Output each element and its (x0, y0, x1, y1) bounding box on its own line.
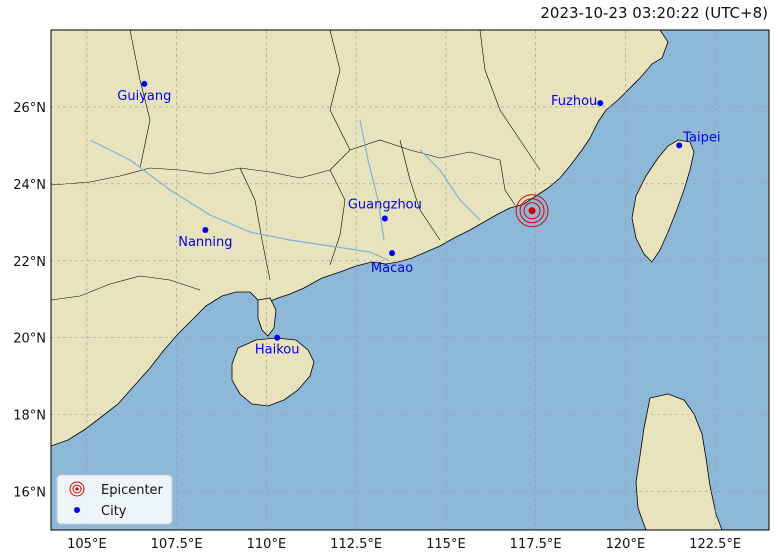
lon-tick-label: 122.5°E (689, 537, 741, 552)
city-label-nanning: Nanning (178, 235, 232, 250)
lat-tick-label: 26°N (13, 101, 46, 116)
lon-tick-label: 120°E (606, 537, 646, 552)
taiwan-island (631, 139, 695, 263)
city-dot-guiyang (141, 80, 148, 87)
latitude-tick-labels: 16°N 18°N 20°N 22°N 24°N 26°N (13, 101, 46, 501)
lon-tick-label: 115°E (426, 537, 466, 552)
city-dot-icon (74, 507, 80, 513)
lat-tick-label: 24°N (13, 178, 46, 193)
city-dot-taipei (676, 142, 683, 149)
epicenter-ring (515, 194, 549, 228)
city-dot-haikou (274, 334, 281, 341)
legend: Epicenter City (56, 474, 173, 525)
province-boundaries (51, 30, 541, 301)
city-label-guiyang: Guiyang (117, 89, 171, 104)
epicenter-ring (519, 198, 545, 224)
lon-tick-label: 117.5°E (510, 537, 562, 552)
legend-label-city: City (101, 504, 127, 519)
longitude-tick-labels: 105°E 107.5°E 110°E 112.5°E 115°E 117.5°E 120°… (67, 537, 741, 552)
city-dot-macao (389, 250, 396, 257)
map-frame (50, 29, 770, 531)
city-label-taipei: Taipei (682, 130, 720, 145)
city-markers: Guiyang Fuzhou Taipei Guangzhou Nanning Macao… (117, 80, 720, 358)
epicenter-dot (528, 207, 536, 215)
map-title: 2023-10-23 03:20:22 (UTC+8) (540, 4, 768, 22)
city-label-macao: Macao (371, 261, 413, 276)
city-dot-guangzhou (381, 215, 388, 222)
lon-tick-label: 105°E (67, 537, 107, 552)
hainan-island (231, 337, 315, 407)
lon-tick-label: 112.5°E (330, 537, 382, 552)
lon-tick-label: 107.5°E (151, 537, 203, 552)
lat-tick-label: 22°N (13, 255, 46, 270)
lat-tick-label: 16°N (13, 486, 46, 501)
epicenter-ring (523, 202, 541, 220)
epicenter-rings-icon (69, 481, 85, 497)
city-label-haikou: Haikou (255, 343, 300, 358)
luzon-island (635, 393, 723, 530)
gridlines (51, 30, 769, 530)
city-dot-nanning (202, 227, 209, 233)
lat-tick-label: 20°N (13, 332, 46, 347)
lon-tick-label: 110°E (247, 537, 287, 552)
mainland-landmass (51, 30, 669, 447)
rivers (89, 119, 481, 261)
map-body: Guiyang Fuzhou Taipei Guangzhou Nanning Macao… (51, 30, 769, 530)
lat-tick-label: 18°N (13, 409, 46, 424)
city-dot-fuzhou (597, 100, 604, 107)
epicenter-marker (515, 194, 549, 228)
legend-label-epicenter: Epicenter (101, 483, 164, 498)
city-label-fuzhou: Fuzhou (551, 94, 597, 109)
legend-box (56, 474, 173, 525)
city-label-guangzhou: Guangzhou (348, 197, 422, 212)
leizhou-peninsula (257, 297, 277, 337)
